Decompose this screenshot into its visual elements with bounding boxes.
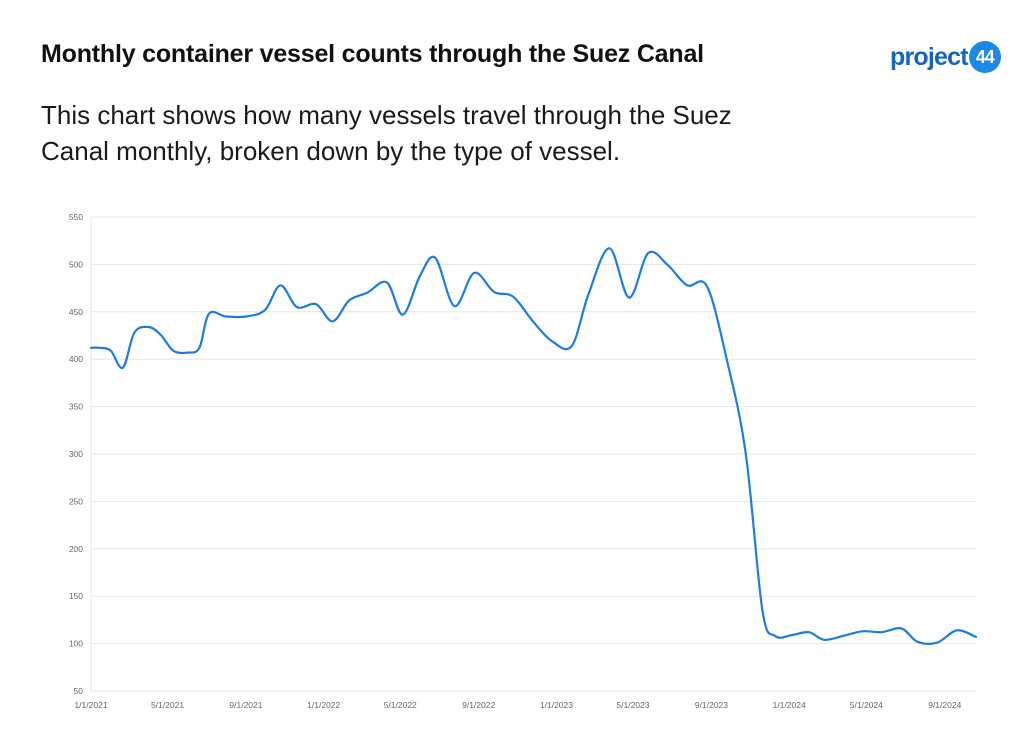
x-tick-label: 1/1/2022	[307, 700, 340, 710]
y-tick-label: 250	[69, 496, 83, 506]
series-line	[89, 247, 978, 645]
x-tick-label: 1/1/2024	[773, 700, 806, 710]
x-tick-label: 1/1/2023	[540, 700, 573, 710]
y-tick-label: 350	[69, 402, 83, 412]
logo-badge: 44	[968, 41, 1001, 73]
x-tick-label: 9/1/2022	[462, 700, 495, 710]
y-tick-label: 200	[69, 544, 83, 554]
logo-wordmark: project	[890, 42, 969, 71]
y-tick-label: 450	[69, 307, 83, 317]
y-tick-label: 500	[69, 259, 83, 269]
y-tick-label: 300	[69, 449, 83, 459]
x-tick-label: 5/1/2024	[850, 700, 883, 710]
x-tick-label: 5/1/2022	[384, 700, 417, 710]
x-tick-label: 9/1/2023	[695, 700, 728, 710]
project44-logo: project 44	[890, 41, 1001, 73]
y-tick-label: 50	[74, 686, 84, 696]
y-tick-label: 550	[69, 212, 83, 222]
chart-svg: 50 100 150 200 250 300 350 400 450 500 550 1/1/2021…	[69, 212, 978, 710]
y-tick-label: 400	[69, 354, 83, 364]
chart-subtitle: This chart shows how many vessels travel…	[41, 100, 732, 166]
x-tick-label: 9/1/2024	[928, 700, 961, 710]
x-tick-label: 5/1/2023	[616, 700, 649, 710]
line-chart: 50 100 150 200 250 300 350 400 450 500 550 1/1/2021…	[0, 200, 1024, 720]
x-tick-label: 5/1/2021	[151, 700, 184, 710]
chart-title: Monthly container vessel counts through …	[41, 40, 704, 68]
y-tick-label: 150	[69, 591, 83, 601]
x-tick-label: 1/1/2021	[74, 700, 107, 710]
x-tick-label: 9/1/2021	[229, 700, 262, 710]
y-tick-label: 100	[69, 639, 83, 649]
